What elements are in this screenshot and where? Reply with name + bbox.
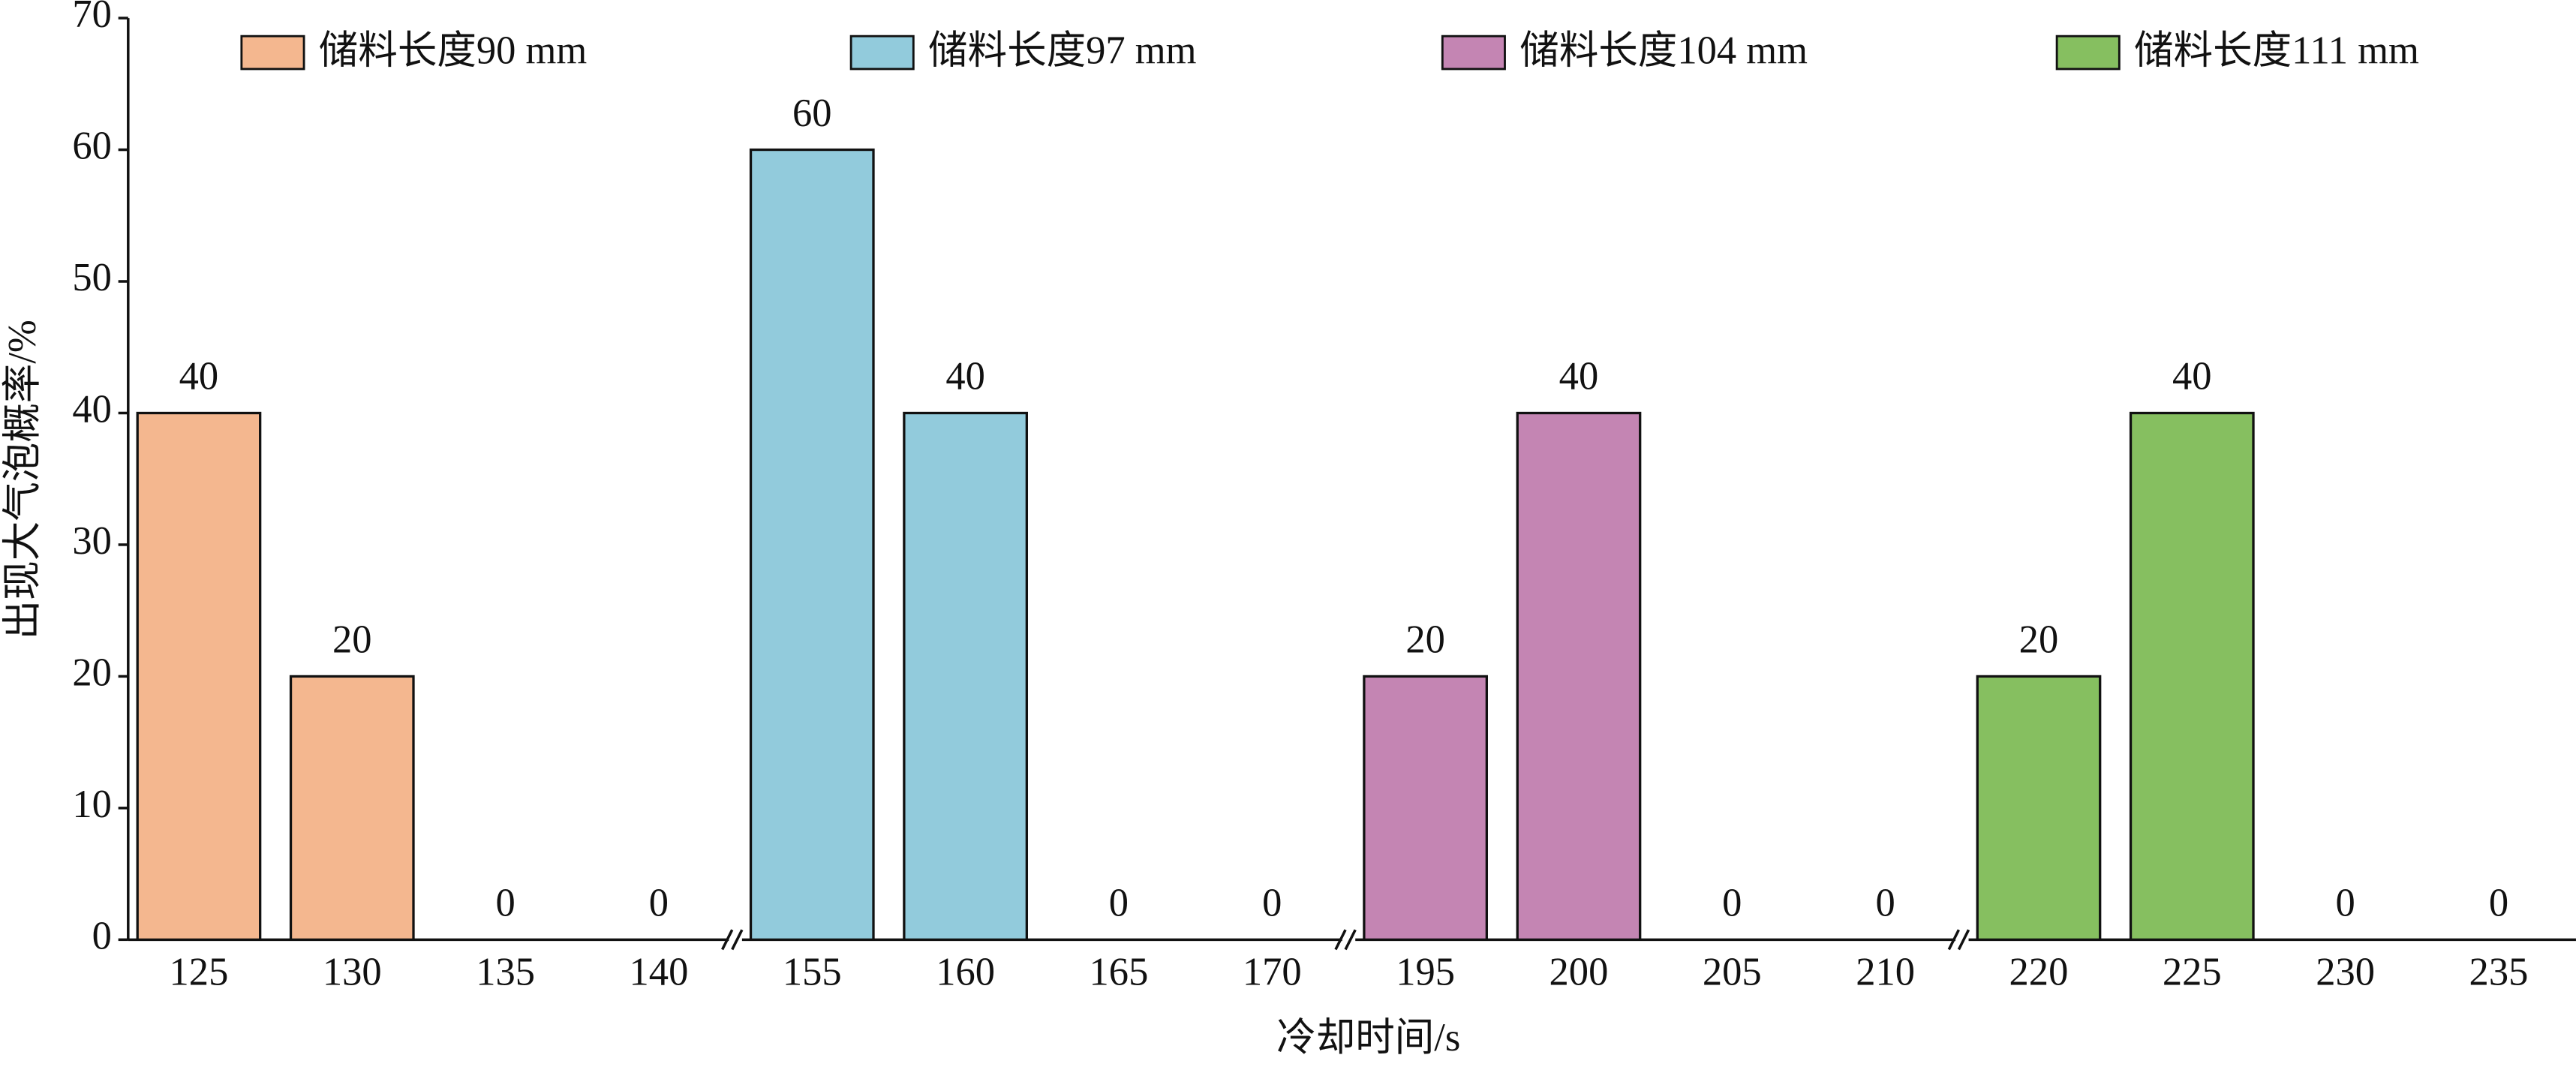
x-tick-label: 205 — [1703, 951, 1762, 994]
x-tick-label: 135 — [476, 951, 535, 994]
legend-label: 储料长度97 mm — [928, 29, 1197, 72]
bar — [2129, 411, 2255, 941]
x-tick-label: 160 — [936, 951, 995, 994]
value-label: 0 — [1722, 882, 1742, 925]
value-label: 0 — [1875, 882, 1895, 925]
x-tick-label: 230 — [2316, 951, 2375, 994]
x-axis-label: 冷却时间/s — [1276, 1016, 1460, 1059]
x-tick-label: 200 — [1550, 951, 1609, 994]
bar — [903, 411, 1028, 941]
y-tick-label: 60 — [72, 125, 112, 168]
value-label: 0 — [1109, 882, 1129, 925]
x-tick-label: 140 — [630, 951, 689, 994]
bar — [749, 148, 875, 941]
axis-break-gap — [729, 926, 742, 953]
y-tick-label: 0 — [92, 914, 112, 957]
value-label: 20 — [2019, 618, 2059, 662]
legend-swatch — [849, 35, 915, 71]
value-label: 20 — [1405, 618, 1445, 662]
legend-swatch — [240, 35, 305, 71]
x-tick-label: 155 — [783, 951, 842, 994]
y-tick-label: 40 — [72, 388, 112, 431]
axis-break — [731, 929, 744, 951]
x-tick-label: 165 — [1090, 951, 1149, 994]
axis-break — [1334, 929, 1347, 951]
x-tick-label: 130 — [323, 951, 382, 994]
legend-swatch — [1441, 35, 1506, 71]
legend-label: 储料长度111 mm — [2134, 29, 2419, 72]
y-tick-label: 10 — [72, 783, 112, 826]
axis-break-gap — [1955, 926, 1969, 953]
value-label: 0 — [495, 882, 515, 925]
y-tick-label: 50 — [72, 256, 112, 299]
axis-break — [721, 929, 734, 951]
x-tick-label: 170 — [1243, 951, 1302, 994]
value-label: 40 — [1559, 355, 1599, 398]
bar — [136, 411, 262, 941]
axis-break — [1947, 929, 1960, 951]
legend-label: 储料长度104 mm — [1519, 29, 1808, 72]
x-tick-label: 220 — [2009, 951, 2069, 994]
y-tick-label: 70 — [72, 0, 112, 36]
y-tick-label: 20 — [72, 651, 112, 694]
value-label: 0 — [1262, 882, 1282, 925]
y-axis-label: 出现大气泡概率/% — [1, 320, 44, 639]
value-label: 40 — [179, 355, 219, 398]
value-label: 0 — [2335, 882, 2355, 925]
x-tick-label: 210 — [1856, 951, 1915, 994]
bar — [1516, 411, 1642, 941]
bar — [289, 675, 415, 941]
x-tick-label: 235 — [2469, 951, 2529, 994]
legend-swatch — [2055, 35, 2121, 71]
value-label: 60 — [792, 92, 832, 135]
bar — [1363, 675, 1488, 941]
x-tick-label: 225 — [2163, 951, 2222, 994]
value-label: 40 — [2172, 355, 2212, 398]
axis-break-gap — [1342, 926, 1356, 953]
value-label: 0 — [649, 882, 669, 925]
x-tick-label: 195 — [1396, 951, 1455, 994]
axis-break — [1957, 929, 1970, 951]
x-tick-label: 125 — [170, 951, 229, 994]
y-tick-label: 30 — [72, 519, 112, 563]
legend-label: 储料长度90 mm — [319, 29, 588, 72]
axis-break — [1344, 929, 1357, 951]
value-label: 20 — [332, 618, 372, 662]
value-label: 0 — [2489, 882, 2508, 925]
bar — [1976, 675, 2102, 941]
value-label: 40 — [945, 355, 985, 398]
